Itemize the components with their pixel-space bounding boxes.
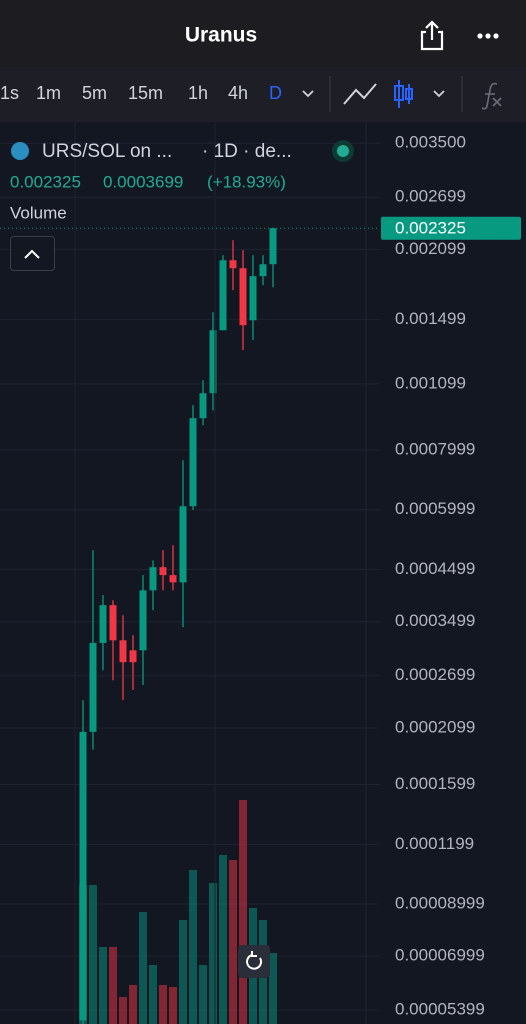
legend-interval: · 1D · de... [202, 141, 292, 162]
interval-button[interactable]: 1m [36, 83, 61, 103]
last-price-box [381, 216, 521, 240]
interval-dropdown[interactable] [302, 90, 314, 98]
icon-body [394, 85, 404, 101]
chart-type-dropdown[interactable] [433, 90, 445, 98]
legend-last: 0.002325 [10, 172, 81, 191]
share-icon-arrow [425, 20, 439, 40]
dot [485, 33, 491, 39]
y-tick-label: 0.0002699 [395, 665, 475, 684]
y-tick-label: 0.0005999 [395, 499, 475, 518]
volume-bar [89, 885, 97, 1024]
collapse-icon [24, 249, 40, 259]
indicators-button[interactable] [481, 82, 502, 110]
y-tick-label: 0.00005399 [395, 1000, 485, 1019]
candle-body [209, 330, 217, 394]
volume-bar [129, 985, 137, 1024]
candle-body [229, 260, 237, 269]
y-tick-label: 0.001499 [395, 309, 466, 328]
more-button[interactable] [477, 33, 499, 39]
y-tick-label: 0.00008999 [395, 893, 485, 912]
volume-bar [179, 920, 187, 1024]
symbol-icon [11, 142, 29, 160]
icon-body [405, 88, 413, 100]
interval-button[interactable]: 15m [128, 83, 163, 103]
volume-bar [229, 860, 237, 1024]
candle-body [239, 268, 247, 326]
header-title: Uranus [185, 24, 257, 47]
share-icon-box [420, 30, 444, 51]
interval-button[interactable]: 1s [0, 83, 19, 103]
candle-body [119, 640, 127, 663]
candle-body [219, 260, 227, 331]
reset-icon [246, 951, 263, 970]
volume-bar [159, 985, 167, 1024]
plot-area: 0.003500 0.002699 0.002099 0.001499 0.001099… [0, 133, 485, 1024]
last-price-label: 0.002325 [395, 219, 466, 238]
candle-body [199, 393, 207, 419]
dot [477, 33, 483, 39]
volume-bar [149, 965, 157, 1024]
interval-button-active[interactable]: D [269, 83, 282, 103]
volume-bar [139, 912, 147, 1024]
overlay: 0.002325 [0, 216, 521, 240]
y-tick-label: 0.002699 [395, 187, 466, 206]
volume-bar [239, 800, 247, 1024]
candle-chart-button[interactable] [394, 80, 413, 108]
volume-bar [189, 870, 197, 1024]
interval-button[interactable]: 1h [188, 83, 208, 103]
candle-body [179, 506, 187, 583]
volume-bar [109, 947, 117, 1024]
candle-body [269, 228, 277, 265]
candle-body [89, 642, 97, 732]
legend-change-pct: (+18.93%) [207, 172, 286, 191]
y-tick-label: 0.001099 [395, 373, 466, 392]
candle-body [259, 264, 267, 277]
status-dot [337, 145, 349, 157]
y-tick-label: 0.0003499 [395, 611, 475, 630]
candle-body [149, 567, 157, 591]
candle-body [169, 575, 177, 583]
candle-body [109, 605, 117, 641]
y-tick-label: 0.002099 [395, 239, 466, 258]
candle-body [139, 590, 147, 651]
candle-body [249, 276, 257, 321]
share-button[interactable] [420, 20, 444, 51]
y-tick-label: 0.00006999 [395, 946, 485, 965]
y-tick-label: 0.0001199 [395, 834, 474, 853]
interval-button[interactable]: 5m [82, 83, 107, 103]
y-tick-label: 0.0007999 [395, 439, 475, 458]
collapse-button[interactable] [10, 236, 55, 271]
volume-bar [209, 883, 217, 1024]
reset-button[interactable] [238, 945, 270, 978]
interval-button[interactable]: 4h [228, 83, 248, 103]
y-tick-label: 0.0001599 [395, 774, 475, 793]
candle-body [129, 650, 137, 663]
candle-body [79, 731, 87, 1021]
y-tick-label: 0.0004499 [395, 559, 475, 578]
candle-body [99, 605, 107, 643]
volume-bar [99, 947, 107, 1024]
volume-bar [199, 965, 207, 1024]
y-tick-label: 0.003500 [395, 133, 466, 152]
candle-body [189, 418, 197, 507]
candle-body [159, 567, 167, 576]
volume-bar [219, 855, 227, 1024]
y-tick-label: 0.0002099 [395, 717, 475, 736]
line-chart-button[interactable] [343, 83, 377, 105]
volume-label: Volume [10, 203, 67, 222]
toolbar [0, 67, 526, 122]
legend-change: 0.0003699 [103, 172, 183, 191]
header-bar [0, 0, 526, 67]
volume-bar [169, 987, 177, 1024]
volume-bar [119, 997, 127, 1024]
dot [493, 33, 499, 39]
volume-bar [269, 953, 277, 1024]
legend-symbol[interactable]: URS/SOL on ... [42, 141, 172, 162]
